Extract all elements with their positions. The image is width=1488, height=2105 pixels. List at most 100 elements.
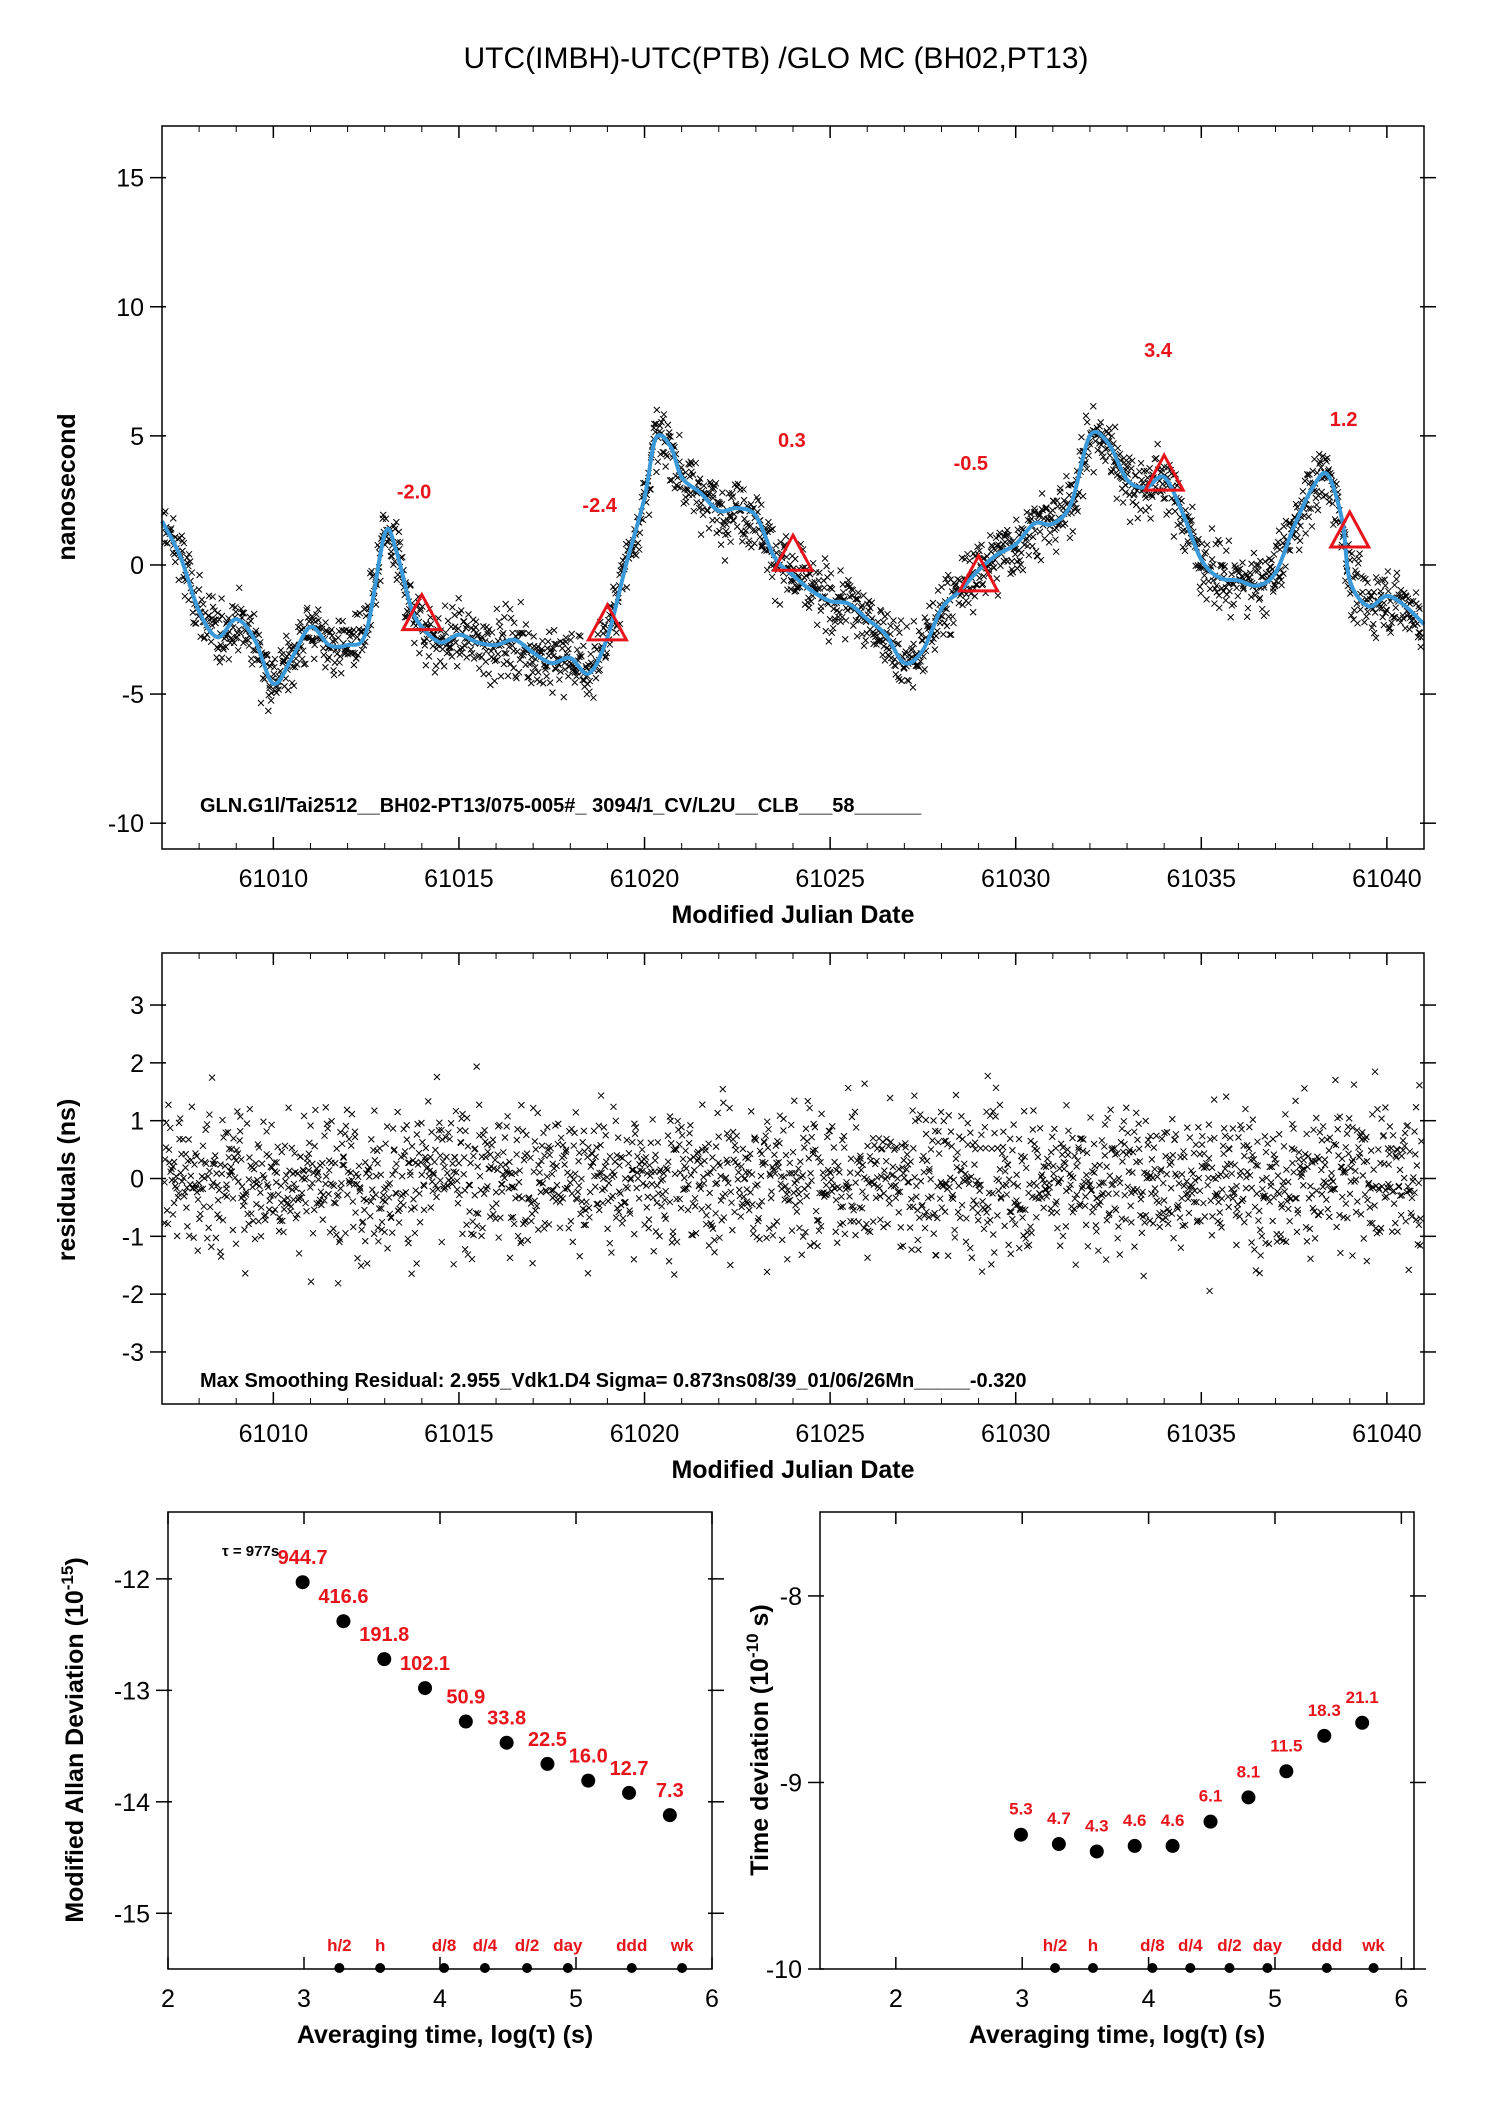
residual-point — [867, 1157, 875, 1165]
residual-point — [1342, 1200, 1350, 1208]
residual-point — [941, 1208, 949, 1216]
residual-point — [1349, 1252, 1356, 1259]
residual-point — [1088, 1208, 1096, 1216]
residual-point — [163, 1207, 171, 1214]
data-point — [1023, 509, 1031, 516]
residual-point — [575, 1182, 583, 1189]
time-marker-label: d/2 — [515, 1936, 540, 1955]
data-point — [686, 472, 694, 480]
data-point — [1316, 460, 1323, 467]
residual-point — [242, 1191, 250, 1198]
data-point — [676, 431, 683, 439]
data-point — [1097, 419, 1105, 426]
residual-point — [315, 1176, 322, 1183]
time-marker-label: wk — [1361, 1936, 1385, 1955]
data-point — [1213, 582, 1220, 590]
residual-point — [748, 1171, 756, 1178]
data-point — [1364, 579, 1371, 587]
residual-point — [661, 1196, 669, 1204]
data-point — [349, 649, 356, 657]
data-point — [808, 579, 816, 586]
data-point — [734, 480, 742, 488]
residual-point — [642, 1182, 650, 1189]
residual-point — [1222, 1093, 1230, 1100]
data-point — [1052, 536, 1059, 544]
data-point — [725, 489, 733, 497]
data-point — [485, 670, 493, 678]
data-point — [268, 689, 275, 697]
residual-point — [664, 1132, 672, 1139]
residual-point — [1185, 1209, 1193, 1217]
residual-point — [180, 1174, 187, 1182]
data-point — [300, 661, 308, 668]
residual-point — [231, 1174, 239, 1181]
residual-point — [1237, 1167, 1245, 1175]
data-point — [551, 640, 558, 648]
data-point — [972, 581, 980, 588]
data-point — [1145, 504, 1153, 511]
data-point — [422, 661, 430, 669]
data-point — [862, 636, 870, 644]
residual-point — [431, 1158, 438, 1166]
residual-point — [377, 1171, 385, 1179]
data-point — [745, 537, 753, 545]
marker-label: 0.3 — [778, 430, 806, 452]
time-marker-dot — [1147, 1963, 1158, 1973]
data-point — [462, 624, 470, 632]
residual-point — [498, 1180, 506, 1188]
data-point — [1181, 547, 1189, 555]
residual-point — [955, 1133, 963, 1141]
data-point — [343, 646, 351, 654]
adev-ylabel-exponent: -15 — [58, 1566, 77, 1591]
residual-point — [228, 1145, 235, 1153]
residual-point — [492, 1188, 500, 1196]
data-point — [965, 599, 972, 607]
marker-label: -2.4 — [582, 495, 617, 517]
data-point — [1376, 604, 1383, 612]
residual-point — [1122, 1104, 1130, 1112]
data-point — [1322, 455, 1329, 463]
residual-point — [609, 1192, 617, 1200]
residual-point — [892, 1194, 900, 1202]
residual-point — [1040, 1204, 1048, 1212]
data-point — [943, 622, 951, 630]
adev-points: 944.7416.6191.8102.150.933.822.516.012.7… — [278, 1547, 684, 1823]
data-point — [741, 515, 748, 523]
data-point — [568, 630, 576, 638]
residual-point — [187, 1156, 195, 1164]
residual-point — [389, 1125, 397, 1132]
residual-point — [497, 1214, 504, 1222]
residual-point — [883, 1173, 891, 1181]
data-point — [325, 653, 333, 661]
residual-point — [882, 1157, 890, 1165]
data-point — [814, 585, 822, 592]
x-tick-label: 3 — [1015, 1985, 1029, 2013]
deviation-label: 4.6 — [1123, 1811, 1147, 1830]
data-point — [1067, 481, 1075, 488]
data-point — [961, 555, 969, 563]
data-point — [1123, 463, 1131, 471]
data-point — [1113, 495, 1121, 503]
data-point — [391, 525, 399, 533]
data-point — [802, 572, 810, 580]
residual-point — [172, 1173, 180, 1180]
residual-point — [958, 1112, 965, 1120]
residual-point — [739, 1145, 747, 1153]
residual-point — [702, 1220, 710, 1228]
data-point — [1374, 578, 1382, 586]
residual-point — [1233, 1241, 1240, 1249]
residual-point — [1132, 1109, 1140, 1117]
residual-point — [280, 1205, 288, 1213]
data-point — [1305, 505, 1313, 512]
data-point — [482, 658, 490, 666]
data-point — [449, 603, 456, 611]
residual-point — [331, 1159, 339, 1167]
residual-point — [631, 1130, 639, 1138]
residual-point — [798, 1251, 806, 1259]
residual-point — [260, 1175, 268, 1182]
residual-point — [803, 1192, 811, 1200]
residual-point — [457, 1139, 465, 1147]
residual-point — [889, 1163, 897, 1171]
residual-point — [846, 1192, 853, 1200]
